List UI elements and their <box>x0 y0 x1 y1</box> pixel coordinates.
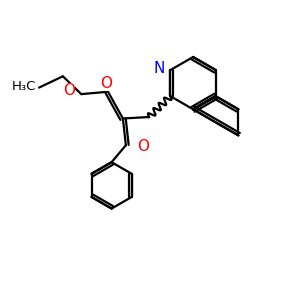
Text: O: O <box>137 139 149 154</box>
Text: N: N <box>154 61 165 76</box>
Text: H₃C: H₃C <box>12 80 36 94</box>
Text: O: O <box>100 76 112 91</box>
Text: O: O <box>63 83 75 98</box>
